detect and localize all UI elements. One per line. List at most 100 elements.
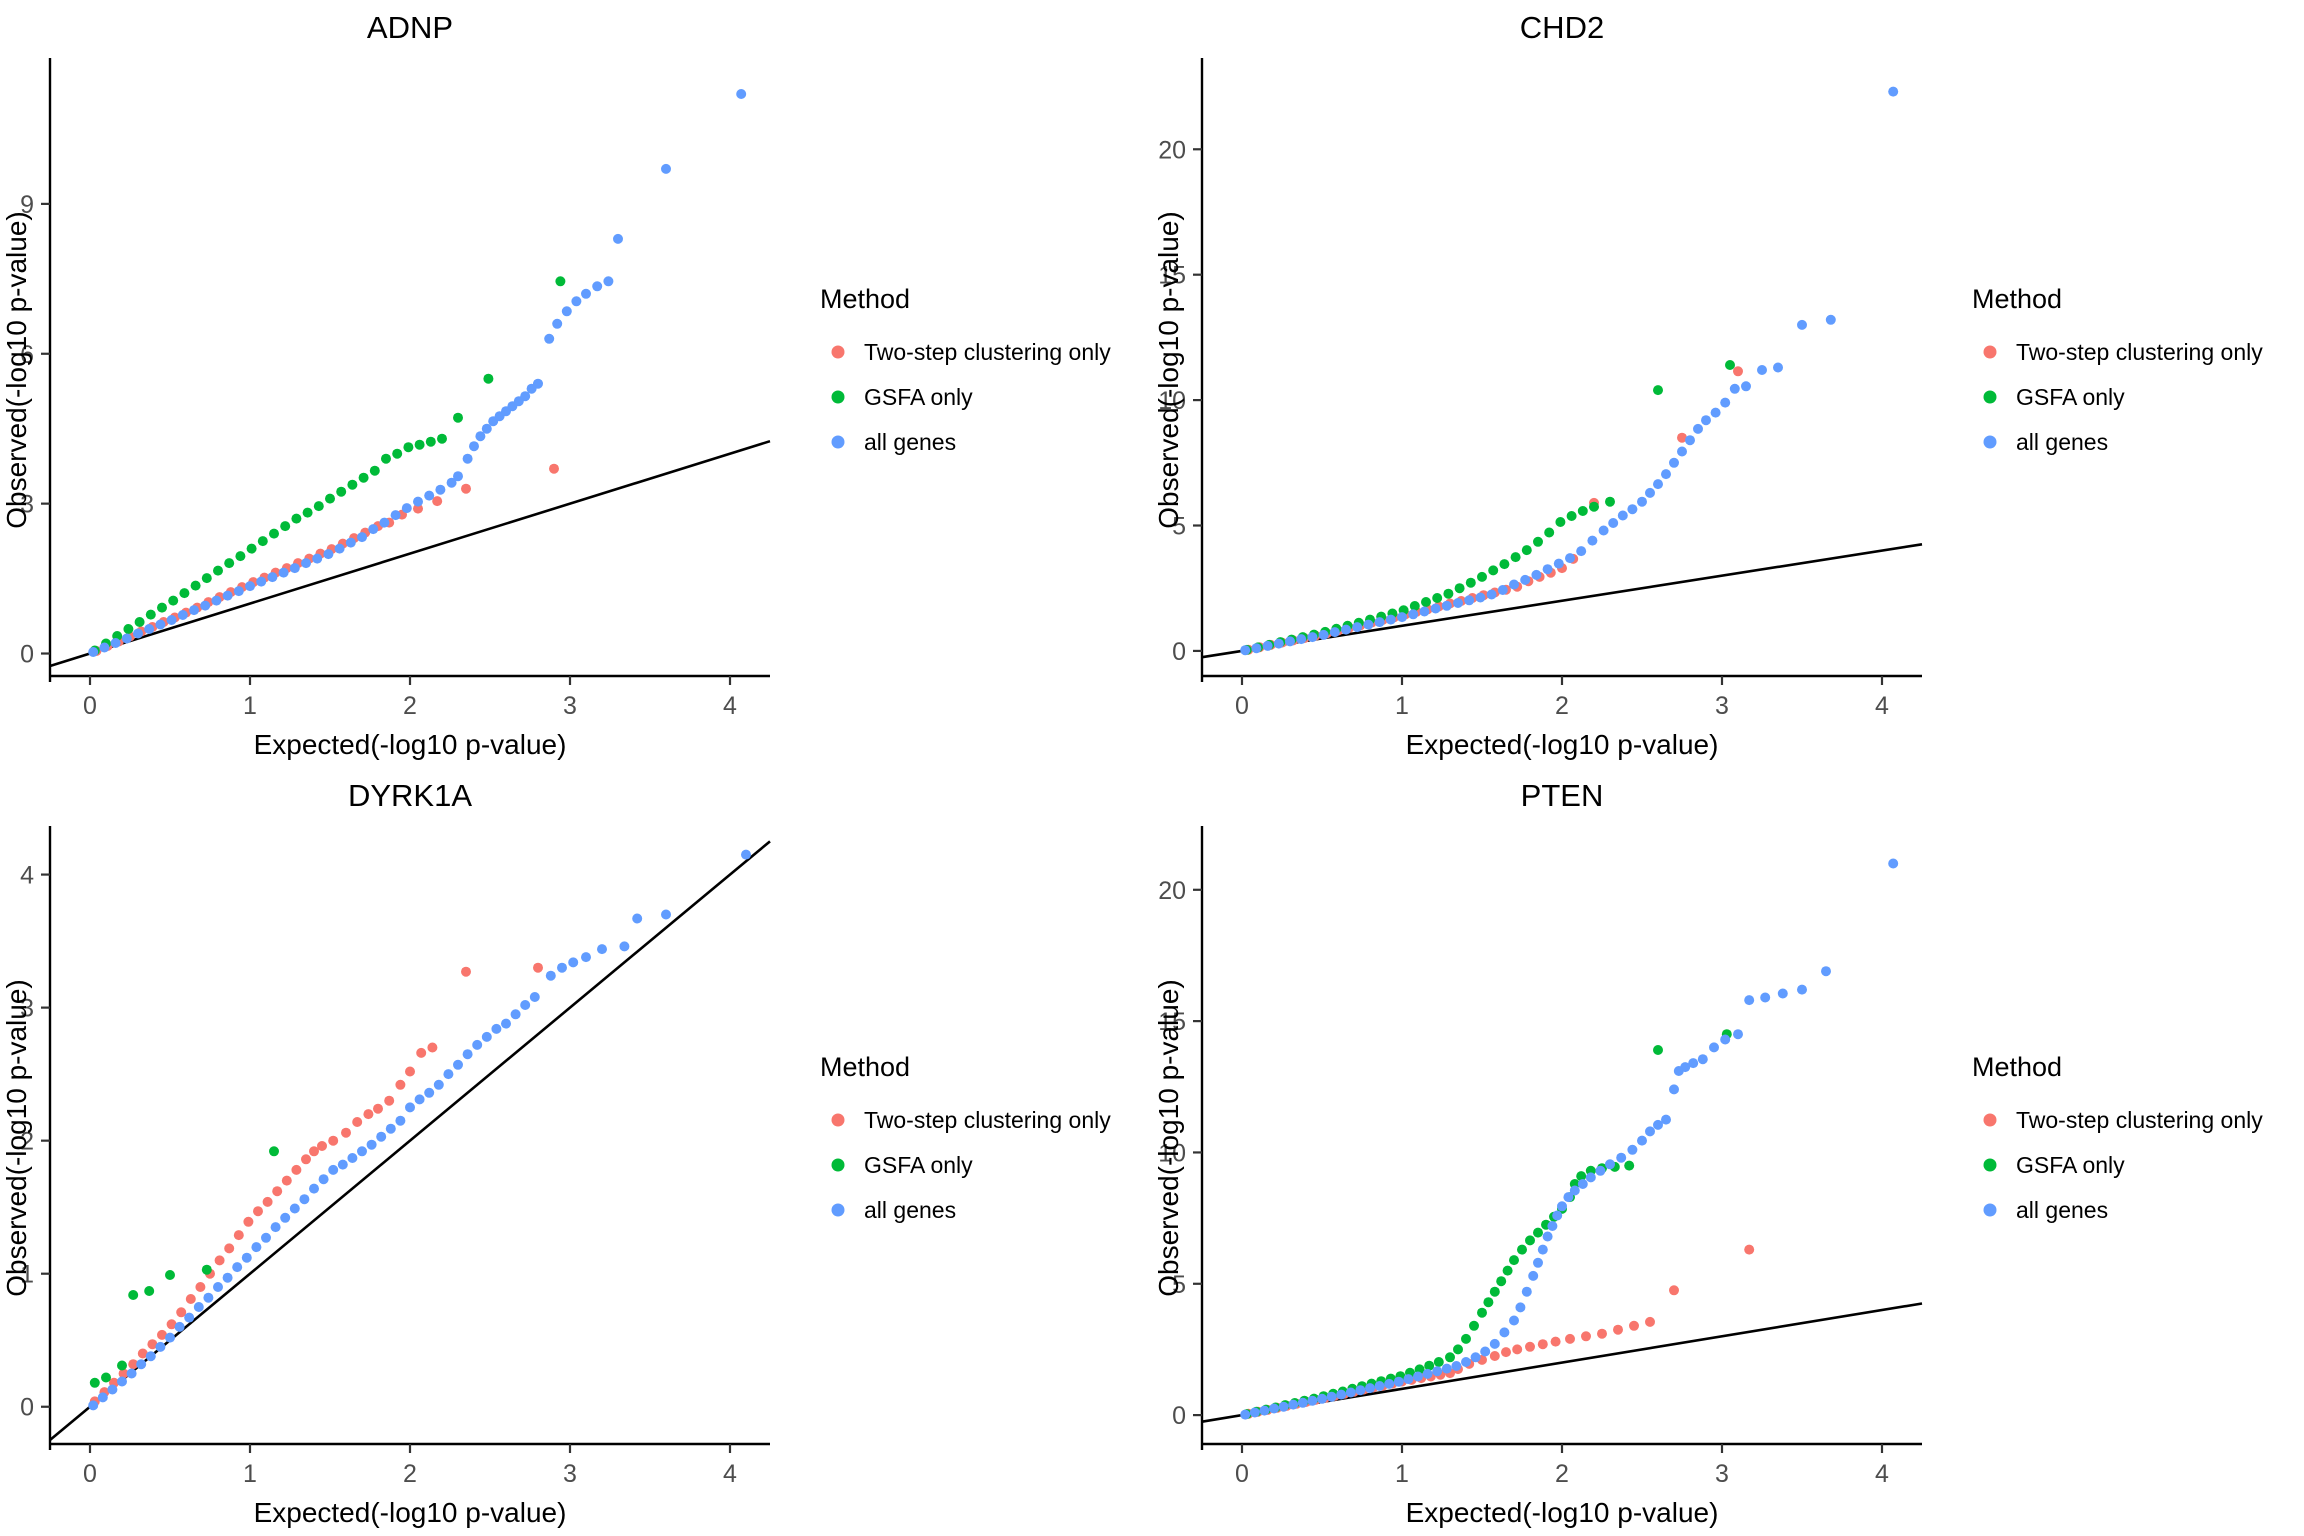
data-point	[1531, 569, 1542, 580]
data-point	[337, 1159, 348, 1170]
data-point	[168, 595, 179, 606]
data-point	[144, 624, 155, 634]
data-point	[176, 1307, 187, 1318]
data-point	[483, 373, 494, 384]
data-point	[533, 962, 543, 973]
x-tick-label: 3	[1715, 1460, 1729, 1488]
data-point	[1669, 457, 1679, 468]
data-point	[437, 433, 447, 444]
legend-key-dot	[831, 345, 845, 359]
data-point	[1542, 564, 1553, 575]
data-point	[1259, 1405, 1270, 1416]
data-point	[233, 586, 244, 597]
data-point	[189, 605, 199, 616]
data-point	[1653, 1119, 1663, 1130]
data-point	[1744, 1244, 1755, 1255]
data-point	[1563, 1192, 1574, 1203]
x-tick-label: 4	[1875, 1460, 1889, 1488]
data-point	[262, 1196, 273, 1207]
data-point	[1489, 1286, 1500, 1297]
data-point	[376, 1131, 387, 1142]
data-point	[568, 957, 579, 968]
legend-key-dot	[831, 435, 845, 449]
data-point	[318, 1174, 329, 1185]
y-tick-label: 0	[20, 1394, 34, 1422]
data-point	[1888, 858, 1899, 869]
data-point	[203, 1292, 214, 1303]
data-point	[1296, 634, 1307, 645]
data-point	[520, 391, 531, 402]
data-point	[1521, 545, 1532, 556]
panel-pten: PTEN 0 1 2 3 4 0 5 10 15 20 Expected(-log10 p-value…	[1152, 768, 2304, 1536]
data-point	[245, 581, 255, 592]
data-point	[214, 1255, 225, 1266]
data-point	[165, 1332, 175, 1343]
data-point	[1501, 1347, 1511, 1358]
legend-entry-label: Two-step clustering only	[864, 339, 1111, 365]
legend-key-dot	[1983, 345, 1997, 359]
data-point	[1616, 1152, 1627, 1163]
data-point	[1710, 407, 1721, 418]
data-point	[289, 1203, 300, 1214]
y-tick-label: 10	[1158, 1139, 1186, 1167]
data-point	[491, 1023, 502, 1034]
data-point	[529, 992, 540, 1002]
data-point	[1453, 598, 1463, 608]
qq-chart-chd2: CHD2 0 1 2 3 4 0 5 10 15 20 Expected(-log10 p-value…	[1153, 10, 2263, 760]
data-point	[1825, 314, 1836, 325]
series-all-genes	[88, 849, 751, 1411]
data-point	[1608, 518, 1619, 528]
data-point	[1489, 1338, 1500, 1349]
data-point	[1661, 469, 1671, 480]
data-point	[381, 453, 391, 464]
data-point	[1557, 1201, 1567, 1212]
data-point	[1821, 966, 1831, 977]
legend-entry-label: all genes	[2016, 429, 2108, 455]
y-tick-label: 0	[1172, 1402, 1186, 1430]
data-point	[395, 1115, 406, 1126]
data-point	[165, 1270, 175, 1280]
panel-dyrk1a: DYRK1A 0 1 2 3 4 0 1 2 3 4 Expected(-log10 p-value)…	[0, 768, 1152, 1536]
legend: Method Two-step clustering only GSFA only a…	[820, 1052, 1111, 1223]
data-point	[1605, 496, 1615, 507]
y-tick-label: 20	[1158, 877, 1186, 905]
data-point	[1464, 595, 1475, 606]
data-point	[147, 1339, 158, 1350]
legend-entry-label: Two-step clustering only	[2016, 1107, 2263, 1133]
data-point	[358, 472, 369, 483]
data-point	[462, 1049, 473, 1060]
y-tick-label: 15	[1158, 262, 1186, 290]
data-point	[1669, 1084, 1679, 1095]
data-point	[1597, 1328, 1607, 1339]
data-point	[136, 1359, 147, 1370]
x-tick-label: 3	[563, 1460, 577, 1488]
data-point	[1374, 617, 1385, 628]
data-point	[157, 602, 167, 613]
data-point	[1262, 640, 1273, 651]
data-point	[1441, 600, 1452, 611]
legend-key-dot	[831, 1158, 845, 1172]
x-tick-label: 1	[243, 692, 257, 720]
panel-adnp: ADNP 0 1 2 3 4 0 3 6 9 Expected(-log10 p-value) Obs…	[0, 0, 1152, 768]
y-tick-label: 2	[20, 1128, 34, 1156]
data-point	[1720, 397, 1731, 408]
x-tick-label: 1	[243, 1460, 257, 1488]
data-point	[736, 89, 747, 99]
data-point	[1355, 1385, 1366, 1396]
data-point	[107, 1384, 118, 1395]
x-tick-label: 4	[1875, 692, 1889, 720]
data-point	[619, 941, 630, 952]
data-point	[1486, 589, 1497, 600]
panel-title: DYRK1A	[348, 778, 472, 813]
data-point	[1537, 1244, 1548, 1255]
data-point	[501, 1018, 511, 1029]
data-point	[424, 1087, 435, 1098]
series-gsfa	[1241, 360, 1735, 655]
data-point	[1645, 1316, 1655, 1327]
legend-title: Method	[820, 284, 910, 314]
data-point	[1432, 593, 1443, 603]
data-point	[184, 1312, 195, 1323]
legend-title: Method	[820, 1052, 910, 1082]
data-point	[390, 510, 401, 521]
data-point	[155, 1341, 166, 1352]
